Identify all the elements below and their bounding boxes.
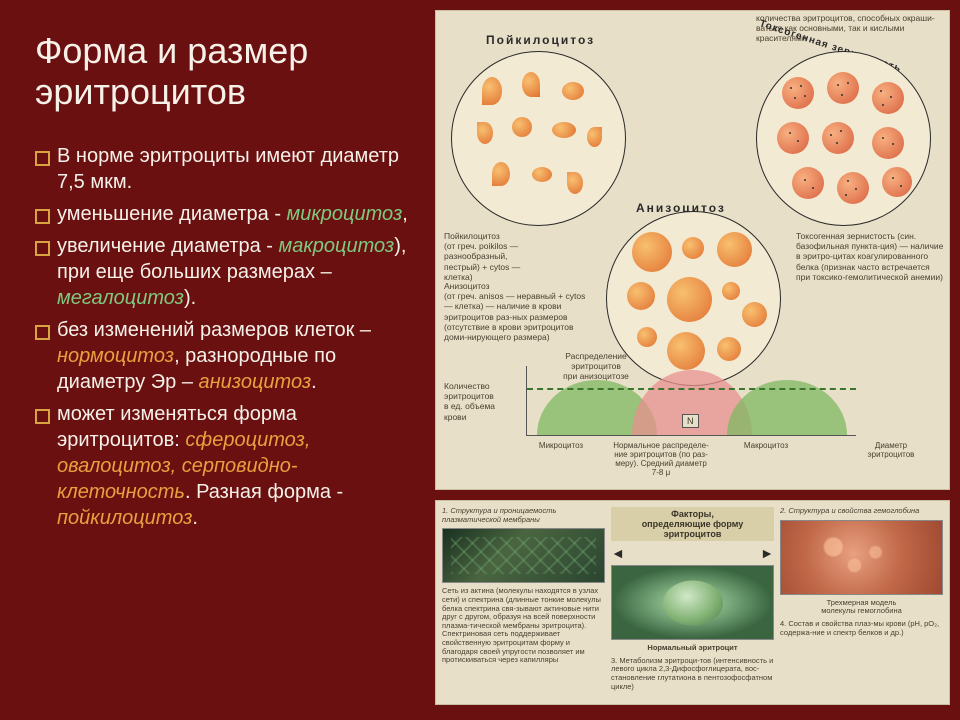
dash-line [527,388,856,390]
diagram-panel-bottom: 1. Структура и проницаемость плазматичес… [435,500,950,705]
distribution-chart: N [526,366,856,436]
bullet-5: может изменяться форма эритроцитов: сфер… [35,401,420,531]
bot-col-1: 1. Структура и проницаемость плазматичес… [442,507,605,698]
circle-poikilocytosis [451,51,626,226]
slide-title: Форма и размер эритроцитов [35,30,420,113]
diagram-panel-top: количества эритроцитов, способных окраши… [435,10,950,490]
label-poikilocytosis: Пойкилоцитоз [486,33,595,47]
xlabel-macro: Макроцитоз [736,441,796,450]
n-label: N [682,414,699,428]
bot-col-3: 2. Структура и свойства гемоглобина Трех… [780,507,943,698]
def-poik: Пойкилоцитоз (от греч. poikilos — разноо… [444,231,534,282]
def-aniso: Анизоцитоз (от греч. anisos — неравный +… [444,281,594,342]
chart-ylabel: Количество эритроцитов в ед. объема кров… [444,381,514,422]
xlabel-micro: Микроцитоз [531,441,591,450]
def-tox: Токсогенная зернистость (син. базофильна… [796,231,946,282]
xlabel-normal: Нормальное распределе- ние эритроцитов (… [601,441,721,477]
bullet-2: уменьшение диаметра - микроцитоз, [35,201,420,227]
bot-col-2: Факторы, определяющие форму эритроцитов … [611,507,774,698]
factors-header: Факторы, определяющие форму эритроцитов [611,507,774,541]
circle-toxogenic [756,51,931,226]
bullet-4: без изменений размеров клеток – нормоцит… [35,317,420,395]
bullet-3: увеличение диаметра - макроцитоз), при е… [35,233,420,311]
bullet-list: В норме эритроциты имеют диаметр 7,5 мкм… [35,143,420,531]
xlabel-diam: Диаметр эритроцитов [856,441,926,459]
bullet-1: В норме эритроциты имеют диаметр 7,5 мкм… [35,143,420,195]
